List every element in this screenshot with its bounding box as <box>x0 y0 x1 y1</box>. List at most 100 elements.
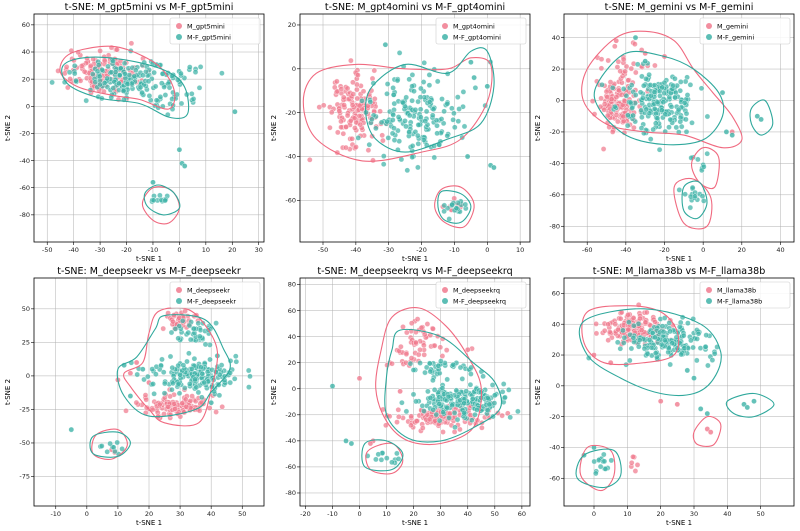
point-mf <box>179 318 186 324</box>
point-mf <box>202 341 209 348</box>
point-m <box>213 409 219 415</box>
y-tick-label: 0 <box>292 385 296 393</box>
point-mf <box>677 118 684 125</box>
point-mf <box>68 426 75 433</box>
point-m <box>465 346 471 353</box>
point-mf <box>367 99 374 105</box>
point-m <box>62 70 68 77</box>
point-mf <box>591 458 597 465</box>
point-mf <box>689 184 696 191</box>
point-mf <box>131 73 138 80</box>
x-tick-label: 50 <box>491 510 499 518</box>
point-mf <box>99 443 105 449</box>
point-m <box>67 76 73 82</box>
point-mf <box>403 94 409 101</box>
contour-mf <box>365 47 495 153</box>
point-m <box>408 422 414 429</box>
point-mf <box>409 97 415 104</box>
point-mf <box>467 381 474 388</box>
point-mf <box>629 105 635 111</box>
point-mf <box>95 62 102 68</box>
point-m <box>65 84 71 91</box>
point-mf <box>480 373 486 380</box>
plot-title: t-SNE: M_gemini vs M-F_gemini <box>605 2 754 13</box>
point-m <box>394 419 400 425</box>
point-m <box>133 359 140 366</box>
contour-m <box>692 415 722 447</box>
point-mf <box>233 358 240 365</box>
point-mf <box>402 118 408 124</box>
x-axis-label: t-SNE 1 <box>402 255 428 263</box>
point-m <box>608 96 615 102</box>
x-tick-label: 10 <box>202 246 210 254</box>
point-mf <box>751 398 757 404</box>
point-mf <box>455 94 461 100</box>
point-mf <box>638 107 644 114</box>
point-mf <box>232 108 238 115</box>
point-mf <box>632 34 639 41</box>
point-mf <box>415 98 421 105</box>
contour-m <box>375 307 483 446</box>
contour-mf <box>116 314 231 418</box>
point-m <box>413 339 419 346</box>
point-mf <box>474 407 480 413</box>
x-tick-label: 40 <box>207 510 215 518</box>
subplot-gemini: -60 -40 -20 0 20 40 -80 -60 -40 -20 0 20 40 t-SNE: M_… <box>534 2 795 263</box>
point-m <box>348 57 354 64</box>
point-m <box>598 56 605 62</box>
point-m <box>348 118 354 124</box>
point-mf <box>166 84 173 91</box>
y-tick-label: 25 <box>22 339 30 347</box>
point-mf <box>104 75 110 82</box>
point-mf <box>189 366 195 372</box>
point-mf <box>417 106 424 113</box>
point-m <box>604 94 610 100</box>
point-mf <box>695 330 702 337</box>
point-mf <box>446 415 452 421</box>
y-tick-label: 0 <box>556 382 560 390</box>
point-m <box>369 75 376 82</box>
point-mf <box>624 122 631 129</box>
point-mf <box>49 79 55 86</box>
point-mf <box>417 360 423 366</box>
point-mf <box>169 386 175 393</box>
contour-mf <box>578 308 722 396</box>
point-mf <box>623 93 630 99</box>
y-tick-label: -40 <box>19 157 30 165</box>
contour-mf <box>143 184 181 216</box>
y-tick-label: 40 <box>552 320 560 328</box>
legend-label-mf: M-F_llama38b <box>717 297 762 305</box>
point-mf <box>406 76 412 83</box>
y-tick-label: 0 <box>26 372 30 380</box>
contour-mf <box>437 190 472 224</box>
point-m <box>652 319 658 325</box>
point-m <box>625 326 632 333</box>
subplot-gpt5mini: -50 -40 -30 -20 -10 0 10 20 30 -80 -60 -40 -20 0 20 40 6… <box>4 2 265 263</box>
point-mf <box>378 457 385 463</box>
legend-box <box>699 281 791 309</box>
density-contours <box>361 307 503 475</box>
point-mf <box>621 334 628 341</box>
point-m <box>630 315 637 321</box>
legend-box <box>169 281 261 309</box>
point-mf <box>660 99 667 105</box>
point-mf <box>484 83 491 90</box>
point-mf <box>96 73 103 80</box>
point-mf <box>94 68 101 75</box>
point-m <box>354 95 361 102</box>
point-mf <box>216 371 223 378</box>
point-mf <box>441 208 447 215</box>
x-axis-label: t-SNE 1 <box>136 255 162 263</box>
point-m <box>605 57 611 64</box>
point-mf <box>652 350 659 356</box>
point-mf <box>394 77 401 84</box>
point-mf <box>468 371 474 377</box>
point-mf <box>83 97 89 104</box>
point-mf <box>391 100 398 107</box>
point-m <box>408 355 415 361</box>
legend-label-m: M_deepseekr <box>187 286 230 294</box>
point-mf <box>181 163 188 169</box>
point-m <box>426 416 433 423</box>
y-tick-label: 60 <box>22 21 30 29</box>
point-mf <box>213 320 219 326</box>
